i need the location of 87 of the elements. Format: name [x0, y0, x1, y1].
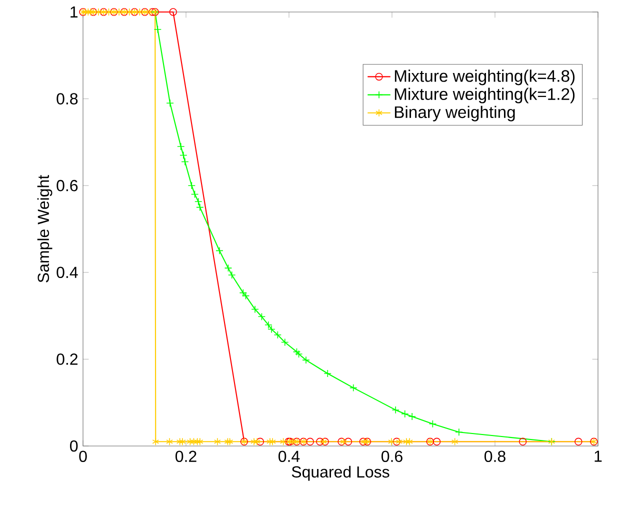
point	[432, 438, 441, 446]
point	[251, 305, 259, 314]
point	[176, 438, 184, 446]
legend-label: Mixture weighting(k=1.2)	[394, 88, 575, 104]
point	[274, 331, 282, 339]
point	[154, 25, 162, 34]
y-tick-label: 0.4	[56, 266, 78, 278]
point	[350, 384, 358, 392]
point	[268, 325, 276, 334]
point	[188, 182, 196, 190]
point	[242, 292, 250, 300]
point	[214, 438, 221, 446]
point	[266, 438, 274, 446]
point	[186, 438, 194, 446]
point	[344, 438, 352, 446]
point	[87, 8, 94, 16]
point	[574, 438, 582, 446]
point	[258, 312, 266, 321]
point	[166, 99, 174, 107]
point	[281, 338, 289, 346]
point	[196, 438, 204, 446]
x-tick-label: 0.4	[278, 450, 300, 462]
point	[194, 438, 201, 446]
point	[396, 438, 403, 446]
point	[306, 438, 314, 446]
point	[116, 8, 122, 16]
point	[194, 198, 202, 206]
point	[428, 420, 437, 428]
point	[224, 438, 232, 446]
y-axis-title: Sample Weight	[37, 175, 52, 282]
point	[302, 356, 310, 364]
x-tick-label: 0.6	[382, 450, 402, 462]
point	[408, 412, 416, 420]
point	[316, 438, 324, 446]
y-tick-label: 0.6	[56, 180, 78, 192]
point	[178, 438, 186, 446]
point	[388, 438, 395, 446]
point	[518, 438, 527, 446]
x-tick-label: 0.2	[176, 450, 196, 462]
point	[180, 151, 188, 160]
point	[228, 271, 236, 279]
point	[254, 438, 260, 446]
point	[392, 406, 400, 414]
point	[176, 142, 185, 150]
point	[455, 428, 463, 436]
point	[152, 438, 160, 446]
point	[190, 438, 198, 446]
point	[406, 438, 413, 446]
point	[294, 350, 303, 358]
x-tick-label: 1	[594, 450, 602, 462]
point	[269, 438, 276, 446]
x-tick-label: 0.8	[484, 450, 506, 462]
point	[338, 438, 346, 446]
legend-label: Binary weighting	[394, 106, 515, 122]
point	[292, 348, 301, 356]
point	[148, 8, 156, 16]
point	[324, 370, 332, 378]
point	[166, 438, 173, 446]
point	[216, 246, 224, 255]
point	[290, 438, 297, 446]
point	[169, 8, 177, 16]
point	[256, 438, 264, 446]
point	[196, 203, 204, 212]
point	[239, 288, 248, 297]
point	[136, 8, 144, 16]
y-tick-label: 0.2	[56, 354, 78, 365]
point	[126, 8, 133, 16]
point	[403, 438, 410, 446]
point	[340, 438, 347, 446]
point	[280, 438, 287, 446]
legend-label: Mixture weighting(k=4.8)	[394, 70, 575, 86]
point	[224, 264, 232, 272]
x-tick-label: 0	[79, 450, 87, 462]
x-axis-title: Squared Loss	[292, 466, 390, 481]
point	[95, 8, 102, 16]
point	[451, 438, 458, 446]
y-tick-label: 1	[70, 6, 78, 18]
y-tick-label: 0	[70, 440, 78, 452]
point	[190, 190, 199, 198]
point	[401, 410, 409, 418]
point	[181, 158, 189, 166]
point	[146, 8, 154, 16]
y-tick-label: 0.8	[56, 93, 78, 104]
point	[105, 8, 112, 16]
point	[250, 438, 258, 446]
point	[226, 438, 234, 446]
point	[392, 438, 400, 446]
